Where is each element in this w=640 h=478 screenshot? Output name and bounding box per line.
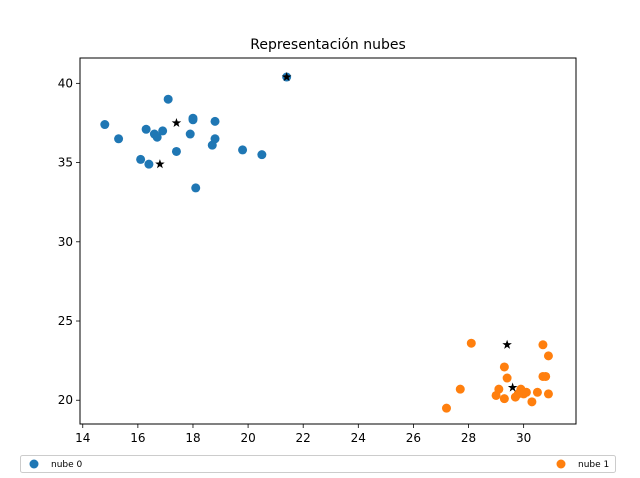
point-series-1-18 xyxy=(543,351,553,361)
y-tick-label-35: 35 xyxy=(58,156,73,170)
point-series-1-4 xyxy=(494,384,504,394)
centroid-star-3 xyxy=(502,339,512,349)
point-series-1-17 xyxy=(541,371,551,381)
y-tick-label-25: 25 xyxy=(58,314,73,328)
y-tick-label-40: 40 xyxy=(58,76,73,90)
point-series-1-7 xyxy=(502,373,512,383)
legend-label-nube-1: nube 1 xyxy=(578,460,609,470)
plot-frame xyxy=(79,57,577,425)
centroid-star-4 xyxy=(507,382,518,392)
x-tick-label-20: 20 xyxy=(240,431,255,445)
point-series-0-1 xyxy=(114,134,124,144)
centroid-star-2 xyxy=(281,72,292,82)
points-layer xyxy=(100,72,553,413)
centroid-star-0 xyxy=(171,117,182,128)
point-series-1-6 xyxy=(499,362,509,372)
y-tick-label-20: 20 xyxy=(58,393,73,407)
point-series-1-12 xyxy=(521,387,531,397)
point-series-0-13 xyxy=(191,183,201,193)
legend-label-nube-0: nube 0 xyxy=(51,460,83,470)
x-tick-label-14: 14 xyxy=(75,431,90,445)
point-series-0-7 xyxy=(158,126,168,136)
x-tick-label-24: 24 xyxy=(351,431,366,445)
point-series-1-19 xyxy=(543,389,553,399)
point-series-0-3 xyxy=(141,124,151,134)
x-tick-label-18: 18 xyxy=(185,431,200,445)
point-series-0-12 xyxy=(188,115,198,125)
point-series-1-1 xyxy=(455,384,465,394)
x-tick-label-22: 22 xyxy=(296,431,311,445)
y-tick-label-30: 30 xyxy=(58,235,73,249)
legend-marker-nube-0 xyxy=(29,459,39,469)
point-series-0-2 xyxy=(136,154,146,164)
point-series-1-5 xyxy=(499,394,509,404)
point-series-1-15 xyxy=(538,340,548,350)
point-series-1-13 xyxy=(527,397,537,407)
point-series-0-17 xyxy=(238,145,248,155)
x-tick-label-16: 16 xyxy=(130,431,145,445)
point-series-0-10 xyxy=(185,129,195,139)
centroid-star-1 xyxy=(155,159,165,169)
point-series-1-2 xyxy=(466,338,476,348)
chart-title: Representación nubes xyxy=(250,37,406,53)
point-series-0-9 xyxy=(171,146,181,156)
y-axis: 20 25 30 35 40 xyxy=(58,76,80,407)
point-series-0-15 xyxy=(210,116,220,126)
x-tick-label-30: 30 xyxy=(516,431,531,445)
legend-marker-nube-1 xyxy=(556,459,566,469)
point-series-0-4 xyxy=(144,159,154,169)
x-axis: 14 16 18 20 22 24 26 28 30 xyxy=(75,424,531,445)
point-series-0-18 xyxy=(257,150,267,160)
point-series-1-14 xyxy=(532,387,542,397)
point-series-1-0 xyxy=(441,403,451,413)
x-tick-label-28: 28 xyxy=(461,431,476,445)
x-tick-label-26: 26 xyxy=(406,431,421,445)
point-series-0-8 xyxy=(163,94,173,104)
legend: nube 0 nube 1 xyxy=(20,455,616,473)
point-series-0-16 xyxy=(210,134,220,144)
point-series-0-6 xyxy=(152,132,162,142)
point-series-0-0 xyxy=(100,120,110,130)
legend-frame xyxy=(20,455,616,473)
